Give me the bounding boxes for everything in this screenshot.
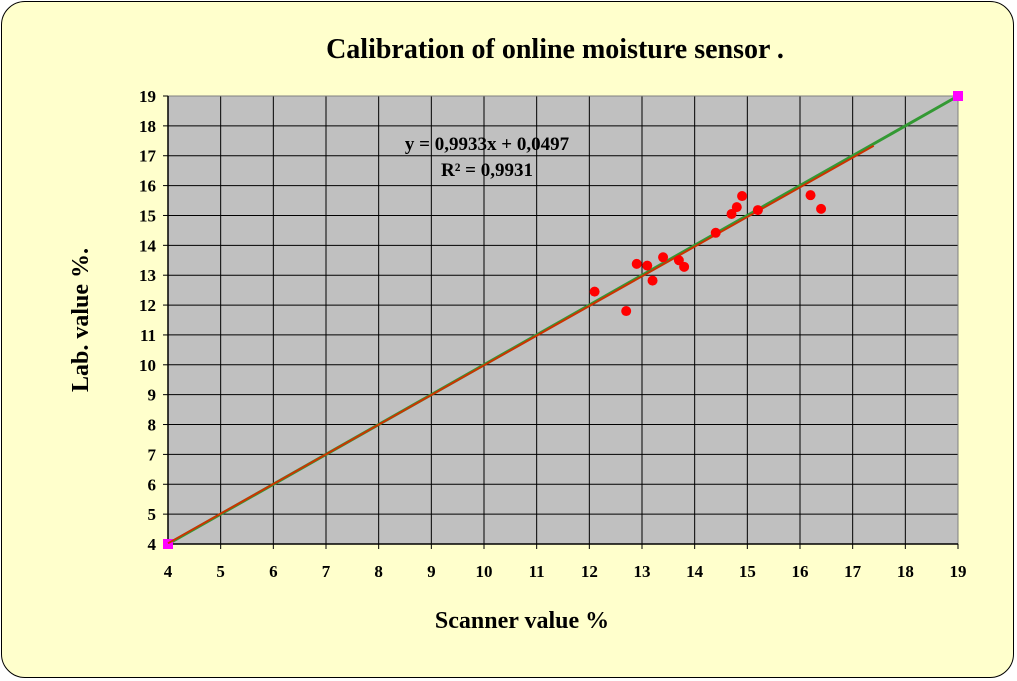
y-tick-label: 17 <box>139 147 157 166</box>
x-tick-label: 13 <box>634 562 651 581</box>
plot-area: 4 5 6 7 8 9 10 11 12 13 14 15 16 17 18 19 4 5 6 7 8 9 10 11 12 13… <box>139 87 967 581</box>
y-tick-label: 13 <box>139 266 156 285</box>
x-tick-label: 10 <box>476 562 493 581</box>
x-tick-label: 11 <box>529 562 545 581</box>
y-tick-label: 9 <box>148 386 157 405</box>
data-point <box>752 205 763 216</box>
data-point <box>679 261 690 272</box>
data-point <box>621 306 632 317</box>
x-tick-label: 12 <box>581 562 598 581</box>
reference-point <box>953 91 963 101</box>
r-squared-label: R² = 0,9931 <box>441 160 533 181</box>
y-tick-label: 7 <box>148 445 157 464</box>
x-tick-label: 8 <box>374 562 383 581</box>
x-axis-title: Scanner value % <box>435 608 609 634</box>
data-point <box>816 203 827 214</box>
data-point <box>731 202 742 213</box>
y-tick-label: 18 <box>139 117 156 136</box>
data-point <box>737 191 748 202</box>
y-tick-label: 14 <box>139 236 157 255</box>
data-point <box>710 227 721 238</box>
x-tick-label: 16 <box>792 562 809 581</box>
y-tick-label: 4 <box>148 535 157 554</box>
y-tick-label: 5 <box>148 505 157 524</box>
x-tick-label: 5 <box>216 562 225 581</box>
y-tick-label: 15 <box>139 206 156 225</box>
x-tick-label: 9 <box>427 562 436 581</box>
x-tick-label: 15 <box>739 562 756 581</box>
y-tick-label: 19 <box>139 87 156 106</box>
data-point <box>658 252 669 263</box>
chart-title: Calibration of online moisture sensor . <box>326 34 784 65</box>
x-tick-label: 17 <box>844 562 862 581</box>
data-point <box>647 275 658 286</box>
y-tick-label: 6 <box>148 475 157 494</box>
data-point <box>589 286 600 297</box>
trendline-equation: y = 0,9933x + 0,0497 <box>405 134 570 155</box>
x-tick-label: 7 <box>322 562 331 581</box>
y-tick-label: 11 <box>140 326 156 345</box>
data-point <box>805 190 816 201</box>
y-tick-label: 12 <box>139 296 156 315</box>
data-point <box>631 258 642 269</box>
data-point <box>726 208 737 219</box>
data-point <box>642 260 653 271</box>
y-axis-title: Lab. value %. <box>68 248 94 392</box>
y-tick-label: 8 <box>148 416 157 435</box>
x-tick-label: 18 <box>897 562 914 581</box>
y-tick-label: 10 <box>139 356 156 375</box>
reference-point <box>163 539 173 549</box>
x-tick-label: 14 <box>686 562 704 581</box>
x-tick-label: 6 <box>269 562 278 581</box>
y-tick-label: 16 <box>139 177 156 196</box>
x-tick-label: 4 <box>164 562 173 581</box>
x-tick-label: 19 <box>950 562 967 581</box>
